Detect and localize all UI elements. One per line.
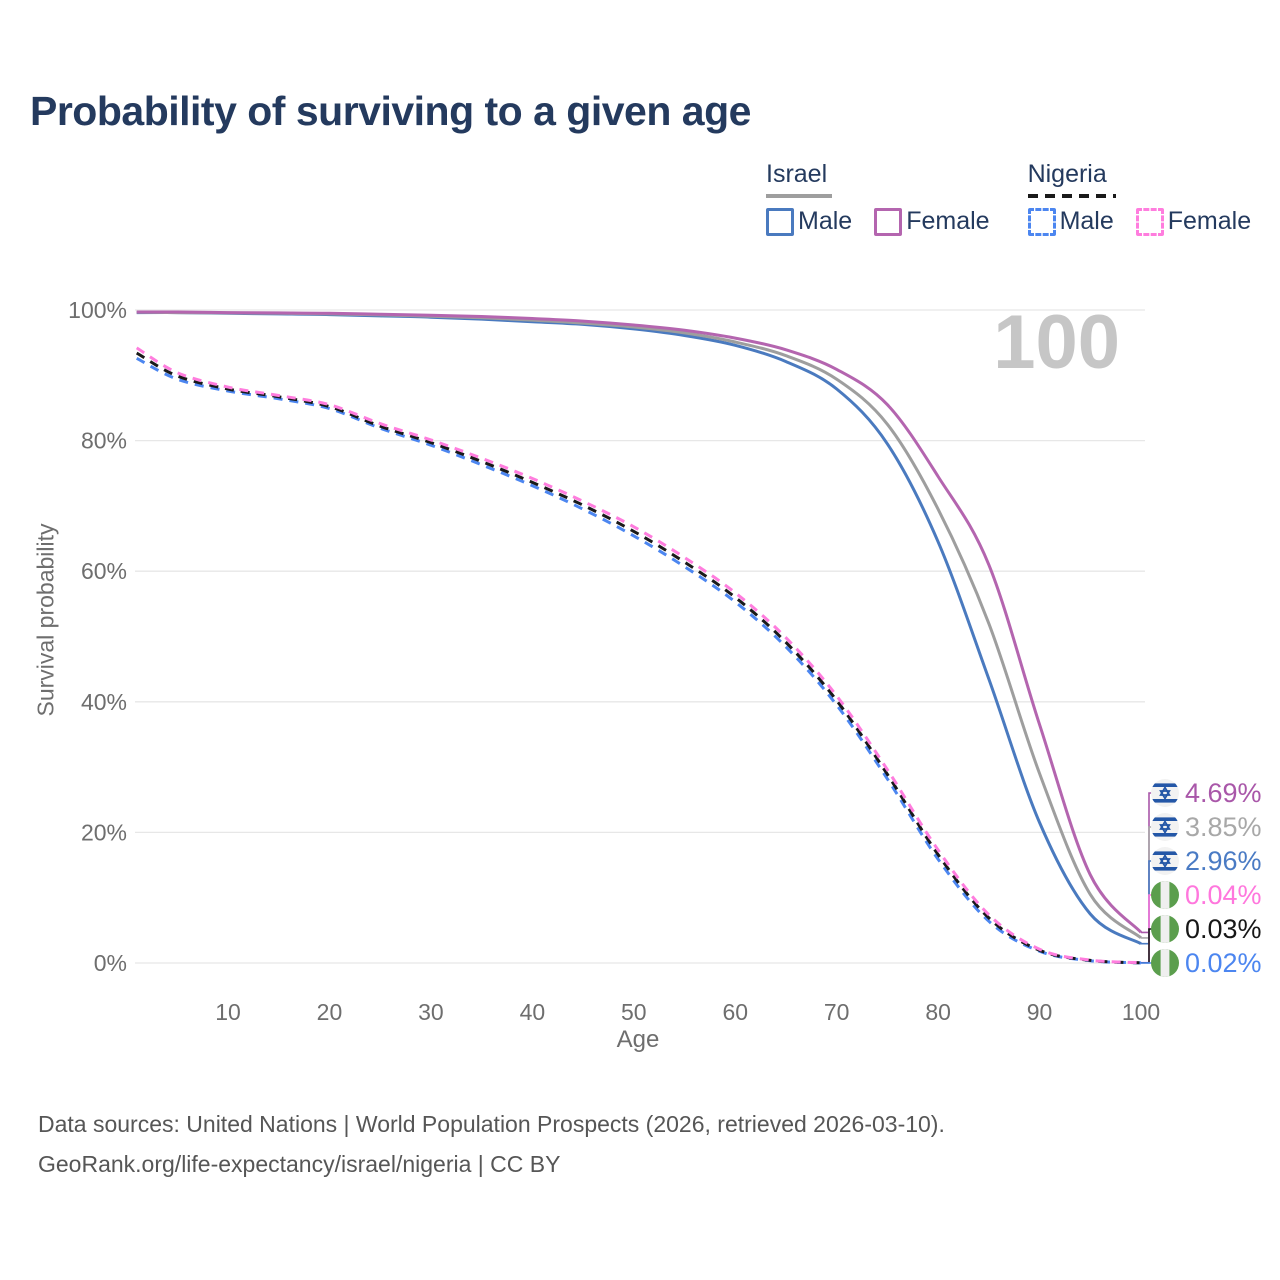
end-label-israel-both: 3.85% (1151, 812, 1262, 842)
nigeria-female-swatch-icon (1135, 207, 1164, 236)
end-label-nigeria-female: 0.04% (1151, 880, 1262, 910)
legend-item-nigeria-male[interactable]: Male (1027, 207, 1114, 236)
data-source-line: Data sources: United Nations | World Pop… (38, 1111, 945, 1137)
israel-male-swatch-icon (766, 207, 794, 236)
series-line-nigeria-male (136, 356, 1142, 965)
end-label-nigeria-both: 0.03% (1151, 914, 1262, 944)
x-tick-label: 80 (925, 999, 951, 1025)
y-axis-title: Survival probability (32, 523, 59, 717)
y-tick-label: 80% (81, 428, 127, 454)
end-value-israel-both: 3.85% (1185, 811, 1262, 842)
end-value-israel-female: 4.69% (1185, 777, 1262, 808)
legend-label-nigeria-female: Female (1167, 207, 1252, 235)
y-tick-label: 100% (68, 297, 127, 323)
legend-group-nigeria: Nigeria Male Female (1027, 160, 1252, 236)
legend-country-israel: Israel (766, 160, 828, 188)
y-tick-label: 20% (81, 819, 127, 845)
series-line-israel-both (136, 310, 1142, 940)
series-line-nigeria-both (135, 351, 1142, 965)
israel-flag-icon (1151, 779, 1179, 807)
legend: Israel Male Female Nigeria Male (766, 160, 1251, 236)
legend-item-nigeria-female[interactable]: Female (1135, 207, 1252, 236)
legend-item-israel-female[interactable]: Female (874, 207, 990, 236)
nigeria-flag-icon (1151, 949, 1179, 977)
x-tick-label: 10 (215, 999, 241, 1025)
x-tick-label: 30 (418, 999, 444, 1025)
page-title: Probability of surviving to a given age (30, 88, 751, 134)
end-value-nigeria-male: 0.02% (1185, 947, 1262, 978)
x-tick-label: 90 (1027, 999, 1053, 1025)
end-value-nigeria-both: 0.03% (1185, 913, 1262, 944)
x-tick-label: 100 (1122, 999, 1160, 1025)
x-tick-label: 60 (722, 999, 748, 1025)
legend-label-israel-female: Female (906, 207, 990, 235)
israel-line-style-swatch (766, 194, 832, 198)
y-tick-label: 0% (94, 950, 127, 976)
y-tick-label: 40% (81, 689, 127, 715)
x-tick-label: 70 (824, 999, 850, 1025)
end-label-israel-male: 2.96% (1151, 846, 1262, 876)
x-tick-label: 50 (621, 999, 647, 1025)
series-line-israel-female (136, 310, 1143, 934)
y-tick-label: 60% (81, 558, 127, 584)
nigeria-male-swatch-icon (1027, 207, 1056, 236)
hover-age-watermark: 100 (993, 300, 1120, 385)
israel-flag-icon (1151, 847, 1179, 875)
legend-country-nigeria: Nigeria (1027, 160, 1107, 188)
legend-label-nigeria-male: Male (1059, 207, 1114, 235)
x-tick-label: 40 (520, 999, 546, 1025)
nigeria-line-style-swatch (1027, 194, 1116, 198)
legend-label-israel-male: Male (798, 207, 853, 235)
israel-female-swatch-icon (874, 207, 903, 236)
end-value-nigeria-female: 0.04% (1185, 879, 1262, 910)
israel-flag-icon (1151, 813, 1179, 841)
footer: Data sources: United Nations | World Pop… (38, 1104, 945, 1184)
end-value-israel-male: 2.96% (1185, 845, 1262, 876)
end-label-israel-female: 4.69% (1151, 778, 1262, 808)
x-tick-label: 20 (317, 999, 343, 1025)
attribution-line: GeoRank.org/life-expectancy/israel/niger… (38, 1151, 561, 1177)
nigeria-flag-icon (1151, 915, 1179, 943)
legend-item-israel-male[interactable]: Male (766, 207, 852, 236)
nigeria-flag-icon (1151, 881, 1179, 909)
x-axis-title: Age (616, 1026, 660, 1053)
legend-group-israel: Israel Male Female (766, 160, 990, 236)
end-label-nigeria-male: 0.02% (1151, 948, 1262, 978)
